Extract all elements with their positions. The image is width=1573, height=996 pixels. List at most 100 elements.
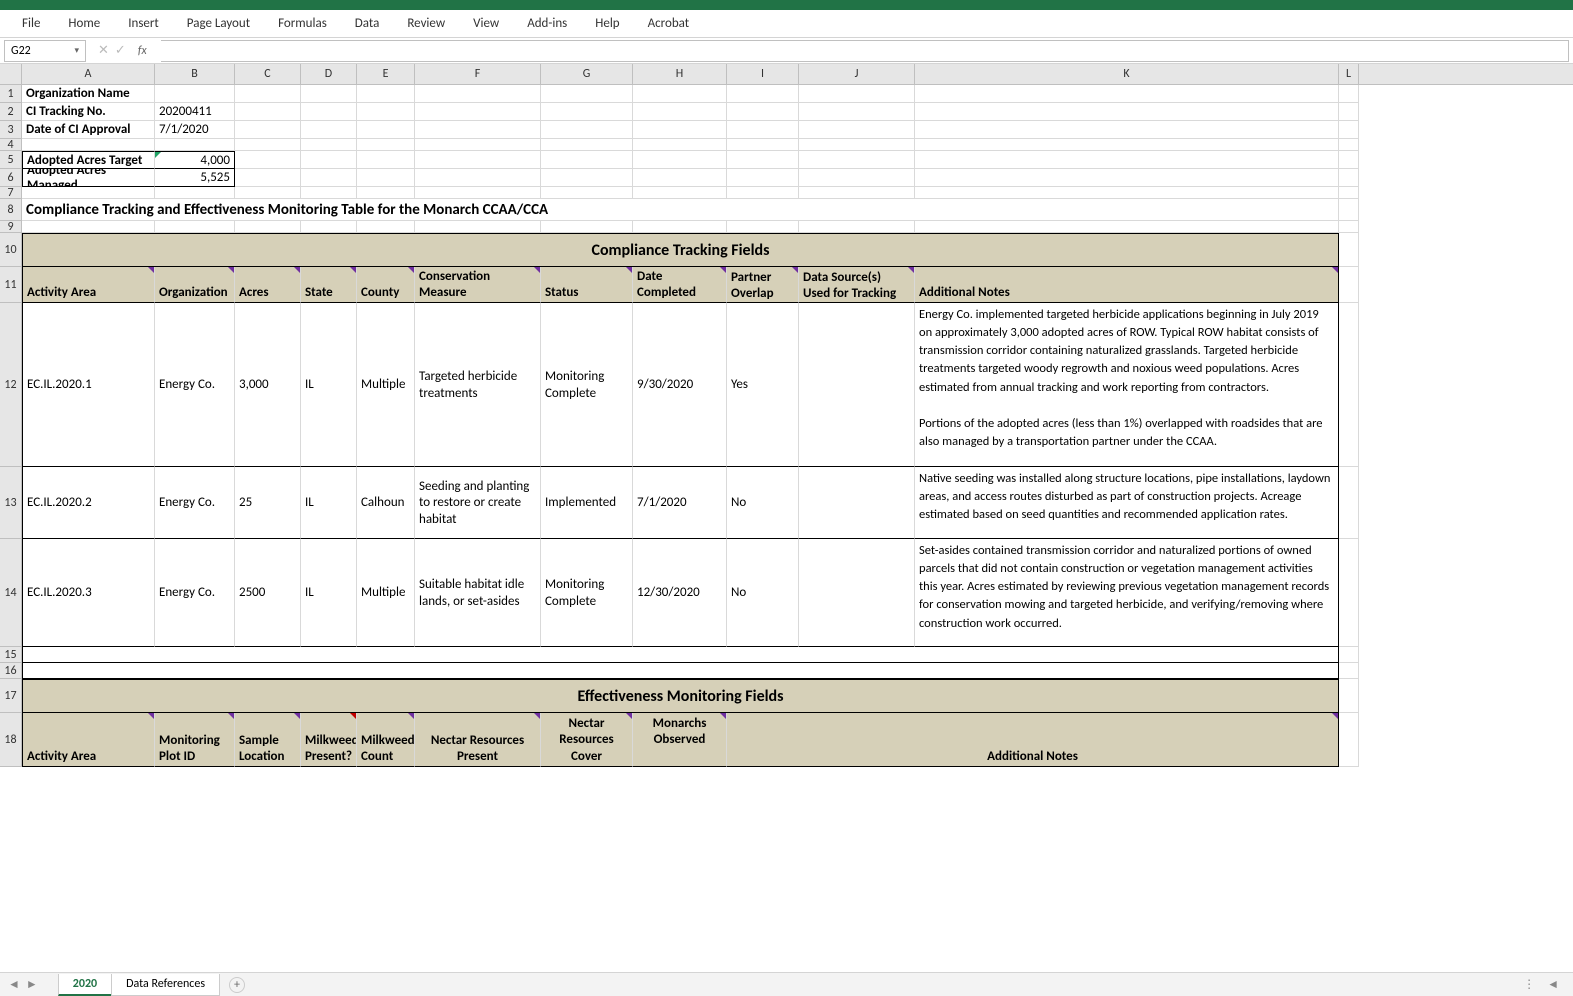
cell-blank[interactable] — [1339, 679, 1359, 713]
cell-blank[interactable] — [799, 121, 915, 139]
data-state[interactable]: IL — [301, 303, 357, 467]
cell-blank[interactable] — [357, 103, 415, 121]
cell-blank[interactable] — [727, 187, 799, 199]
row-header-8[interactable]: 8 — [0, 199, 22, 221]
cell-blank[interactable] — [301, 151, 357, 169]
hdr2-sample[interactable]: Sample Location — [235, 713, 301, 767]
col-header-J[interactable]: J — [799, 64, 915, 84]
cell-blank[interactable] — [301, 221, 357, 233]
spreadsheet-grid[interactable]: ABCDEFGHIJKL 123456789101112131415161718… — [0, 64, 1573, 972]
cell-blank[interactable] — [301, 139, 357, 151]
cell-blank[interactable] — [155, 139, 235, 151]
data-partner[interactable]: Yes — [727, 303, 799, 467]
cell-blank[interactable] — [799, 85, 915, 103]
hdr-partner[interactable]: Partner Overlap — [727, 267, 799, 303]
hdr2-mpresent[interactable]: Milkweed Present? — [301, 713, 357, 767]
cell-blank[interactable] — [541, 187, 633, 199]
cell-blank[interactable] — [799, 103, 915, 121]
cell-blank[interactable] — [799, 187, 915, 199]
cell-blank[interactable] — [301, 85, 357, 103]
hdr2-nectar[interactable]: Nectar Resources Present — [415, 713, 541, 767]
data-county[interactable]: Multiple — [357, 539, 415, 647]
cell-blank[interactable] — [633, 85, 727, 103]
data-notes[interactable]: Native seeding was installed along struc… — [915, 467, 1339, 539]
cell-blank[interactable] — [235, 221, 301, 233]
hdr2-mcount[interactable]: Milkweed Count — [357, 713, 415, 767]
row-header-9[interactable]: 9 — [0, 221, 22, 233]
cell-blank[interactable] — [415, 221, 541, 233]
row-header-16[interactable]: 16 — [0, 663, 22, 679]
data-county[interactable]: Calhoun — [357, 467, 415, 539]
hdr-notes[interactable]: Additional Notes — [915, 267, 1339, 303]
row-header-2[interactable]: 2 — [0, 103, 22, 121]
ribbon-tab-add-ins[interactable]: Add-ins — [513, 11, 581, 36]
effectiveness-section-header[interactable]: Effectiveness Monitoring Fields — [22, 679, 1339, 713]
cells-area[interactable]: Organization NameCI Tracking No.20200411… — [22, 85, 1359, 767]
cell-blank[interactable] — [415, 103, 541, 121]
data-status[interactable]: Monitoring Complete — [541, 539, 633, 647]
enter-icon[interactable]: ✓ — [115, 43, 126, 58]
col-header-K[interactable]: K — [915, 64, 1339, 84]
cell-blank[interactable] — [633, 169, 727, 187]
row-header-13[interactable]: 13 — [0, 467, 22, 539]
row-header-1[interactable]: 1 — [0, 85, 22, 103]
cell-blank[interactable] — [235, 139, 301, 151]
cell-blank[interactable] — [541, 151, 633, 169]
cell-blank[interactable] — [22, 187, 155, 199]
hdr2-ncover[interactable]: Nectar Resources Cover — [541, 713, 633, 767]
cell-blank[interactable] — [357, 151, 415, 169]
data-state[interactable]: IL — [301, 467, 357, 539]
name-box[interactable]: G22 ▾ — [4, 40, 86, 62]
cell-blank[interactable] — [541, 103, 633, 121]
ribbon-tab-formulas[interactable]: Formulas — [264, 11, 341, 36]
cell-blank[interactable] — [541, 221, 633, 233]
hdr-county[interactable]: County — [357, 267, 415, 303]
label-acres-target[interactable]: Adopted Acres Target — [22, 151, 155, 169]
hdr-state[interactable]: State — [301, 267, 357, 303]
hdr-measure[interactable]: Conservation Measure — [415, 267, 541, 303]
cell-blank[interactable] — [915, 121, 1339, 139]
hdr-org[interactable]: Organization — [155, 267, 235, 303]
data-date[interactable]: 7/1/2020 — [633, 467, 727, 539]
row-header-10[interactable]: 10 — [0, 233, 22, 267]
data-source[interactable] — [799, 303, 915, 467]
select-all-corner[interactable] — [0, 64, 22, 84]
cell-blank[interactable] — [415, 121, 541, 139]
data-acres[interactable]: 25 — [235, 467, 301, 539]
hdr-acres[interactable]: Acres — [235, 267, 301, 303]
cell-blank[interactable] — [1339, 85, 1359, 103]
cell-blank[interactable] — [1339, 267, 1359, 303]
cell-blank[interactable] — [1339, 647, 1359, 663]
cell-blank[interactable] — [799, 169, 915, 187]
cell-blank[interactable] — [301, 187, 357, 199]
row-header-5[interactable]: 5 — [0, 151, 22, 169]
cell-blank[interactable] — [1339, 467, 1359, 539]
cell-blank[interactable] — [1339, 713, 1359, 767]
cell-blank[interactable] — [1339, 663, 1359, 679]
hdr2-plot[interactable]: Monitoring Plot ID — [155, 713, 235, 767]
col-header-C[interactable]: C — [235, 64, 301, 84]
cell-blank[interactable] — [633, 103, 727, 121]
ribbon-tab-data[interactable]: Data — [341, 11, 394, 36]
cell-blank[interactable] — [1339, 151, 1359, 169]
ribbon-tab-help[interactable]: Help — [581, 11, 633, 36]
hdr-status[interactable]: Status — [541, 267, 633, 303]
cell-blank[interactable] — [357, 121, 415, 139]
cell-blank[interactable] — [727, 169, 799, 187]
cell-blank[interactable] — [415, 151, 541, 169]
cell-blank[interactable] — [727, 85, 799, 103]
ribbon-tab-insert[interactable]: Insert — [114, 11, 173, 36]
add-sheet-button[interactable]: + — [229, 977, 245, 993]
value-ci-approval[interactable]: 7/1/2020 — [155, 121, 235, 139]
cell-blank[interactable] — [301, 103, 357, 121]
cell-blank[interactable] — [727, 121, 799, 139]
data-date[interactable]: 12/30/2020 — [633, 539, 727, 647]
cell-blank[interactable] — [235, 103, 301, 121]
data-activity[interactable]: EC.IL.2020.1 — [22, 303, 155, 467]
cell-blank[interactable] — [727, 139, 799, 151]
hdr-date[interactable]: Date Completed — [633, 267, 727, 303]
cell-blank[interactable] — [915, 221, 1339, 233]
col-header-I[interactable]: I — [727, 64, 799, 84]
cell-blank[interactable] — [1339, 303, 1359, 467]
cell-blank[interactable] — [357, 221, 415, 233]
